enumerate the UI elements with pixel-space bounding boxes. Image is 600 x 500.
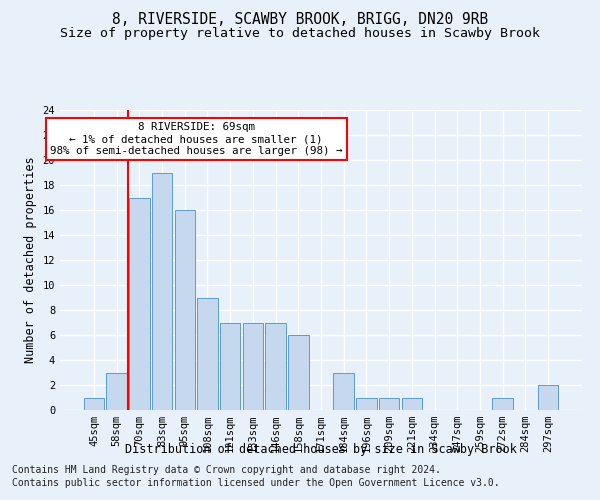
Text: Size of property relative to detached houses in Scawby Brook: Size of property relative to detached ho… xyxy=(60,28,540,40)
Bar xyxy=(129,198,149,410)
Bar xyxy=(175,210,195,410)
Text: 8 RIVERSIDE: 69sqm
← 1% of detached houses are smaller (1)
98% of semi-detached : 8 RIVERSIDE: 69sqm ← 1% of detached hous… xyxy=(50,122,343,156)
Bar xyxy=(106,372,127,410)
Bar xyxy=(334,372,354,410)
Bar xyxy=(242,322,263,410)
Text: 8, RIVERSIDE, SCAWBY BROOK, BRIGG, DN20 9RB: 8, RIVERSIDE, SCAWBY BROOK, BRIGG, DN20 … xyxy=(112,12,488,28)
Bar xyxy=(493,398,513,410)
Bar xyxy=(538,385,558,410)
Bar xyxy=(220,322,241,410)
Bar xyxy=(197,298,218,410)
Text: Distribution of detached houses by size in Scawby Brook: Distribution of detached houses by size … xyxy=(125,442,517,456)
Y-axis label: Number of detached properties: Number of detached properties xyxy=(24,156,37,364)
Bar xyxy=(356,398,377,410)
Bar xyxy=(288,335,308,410)
Bar xyxy=(152,172,172,410)
Bar xyxy=(379,398,400,410)
Text: Contains HM Land Registry data © Crown copyright and database right 2024.: Contains HM Land Registry data © Crown c… xyxy=(12,465,441,475)
Bar xyxy=(84,398,104,410)
Bar xyxy=(265,322,286,410)
Bar xyxy=(401,398,422,410)
Text: Contains public sector information licensed under the Open Government Licence v3: Contains public sector information licen… xyxy=(12,478,500,488)
